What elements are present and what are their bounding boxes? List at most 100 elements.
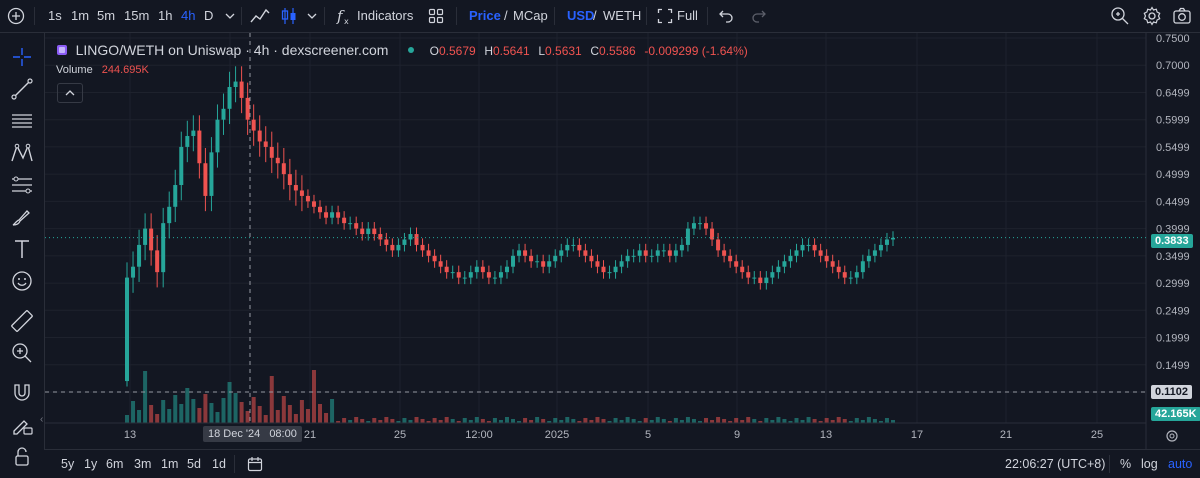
x-tick-label: 17 [911, 429, 923, 441]
log-toggle[interactable]: log [1141, 457, 1158, 471]
range-5d[interactable]: 5d [187, 457, 201, 471]
candle-body [354, 223, 359, 229]
timeframe-1s[interactable]: 1s [48, 8, 62, 23]
volume-bar [740, 420, 745, 423]
collapse-toolbar-icon[interactable]: ‹ [40, 414, 44, 425]
lock-icon[interactable] [8, 443, 36, 471]
range-1m[interactable]: 1m [161, 457, 179, 471]
emoji-icon[interactable] [8, 267, 36, 295]
toolbar-divider [234, 455, 235, 473]
x-tick-label: 9 [734, 429, 740, 441]
price-toggle[interactable]: Price [469, 8, 501, 23]
crosshair-icon[interactable] [8, 43, 36, 71]
fib-tool-icon[interactable] [8, 171, 36, 199]
range-6m[interactable]: 6m [106, 457, 124, 471]
timeframe-4h[interactable]: 4h [181, 8, 196, 23]
candle-body [263, 141, 268, 147]
auto-toggle[interactable]: auto [1168, 457, 1193, 471]
full-button[interactable]: Full [677, 8, 698, 23]
camera-icon[interactable] [1172, 6, 1192, 26]
candle-body [444, 266, 449, 273]
chevron-down-icon[interactable] [225, 12, 235, 20]
zoom-in-icon[interactable] [8, 339, 36, 367]
timeframe-15m[interactable]: 15m [124, 8, 150, 23]
volume-bar [336, 421, 341, 423]
horizontal-lines-icon[interactable] [8, 107, 36, 135]
volume-bar [541, 419, 546, 423]
timeframe-5m[interactable]: 5m [97, 8, 116, 23]
volume-bar [263, 415, 268, 423]
lock-drawing-icon[interactable] [8, 411, 36, 439]
candle-body [728, 255, 733, 262]
candle-body [878, 244, 883, 251]
candle-body [764, 277, 769, 284]
candle-body [655, 250, 660, 256]
chevron-down-icon[interactable] [307, 12, 317, 20]
candle-body [155, 250, 160, 273]
range-1y[interactable]: 1y [84, 457, 98, 471]
volume-bar [143, 371, 148, 423]
candle-body [625, 255, 630, 262]
volume-bar [788, 421, 793, 423]
volume-bar [462, 418, 467, 423]
undo-icon[interactable] [718, 8, 734, 24]
candle-body [583, 250, 588, 256]
timeframe-1h[interactable]: 1h [158, 8, 173, 23]
volume-bar [565, 417, 570, 423]
volume-bar [697, 421, 702, 423]
volume-bar [595, 417, 600, 423]
line-chart-icon[interactable] [250, 7, 270, 25]
volume-bar [535, 417, 540, 423]
chart-legend: LINGO/WETH on Uniswap · 4h · dexscreener… [56, 42, 748, 58]
mcap-toggle[interactable]: MCap [513, 8, 548, 23]
candle-body [408, 234, 413, 240]
trend-line-icon[interactable] [8, 75, 36, 103]
add-symbol-icon[interactable] [7, 7, 25, 25]
usd-toggle[interactable]: USD [567, 8, 595, 23]
volume-bar [227, 382, 232, 423]
volume-bar [511, 419, 516, 423]
text-tool-icon[interactable] [8, 235, 36, 263]
indicators-button[interactable]: Indicators [357, 8, 414, 23]
candle-body [191, 130, 196, 137]
collapse-legend-button[interactable] [57, 83, 83, 103]
volume-bar [716, 417, 721, 423]
zoom-search-icon[interactable] [1110, 6, 1130, 26]
volume-bar [848, 421, 853, 423]
candle-body [131, 266, 136, 278]
percent-toggle[interactable]: % [1120, 457, 1132, 471]
layout-grid-icon[interactable] [428, 8, 444, 24]
volume-bar [613, 418, 618, 423]
ruler-icon[interactable] [8, 307, 36, 335]
volume-bar [215, 412, 220, 423]
volume-bar [547, 421, 552, 423]
weth-toggle[interactable]: WETH [603, 8, 642, 23]
range-1d[interactable]: 1d [212, 457, 226, 471]
timeframe-d[interactable]: D [204, 8, 214, 23]
brush-icon[interactable] [8, 203, 36, 231]
calendar-icon[interactable] [247, 456, 263, 472]
x-tick-label: 12:00 [465, 429, 493, 441]
volume-bar [637, 421, 642, 423]
candle-body [637, 250, 642, 256]
clock-readout[interactable]: 22:06:27 (UTC+8) [1005, 457, 1106, 471]
volume-bar [704, 418, 709, 423]
magnet-icon[interactable] [8, 379, 36, 407]
crosshair-date-label: 18 Dec '24 08:00 [203, 426, 302, 442]
candle-body [547, 261, 552, 267]
axis-settings-icon[interactable] [1166, 430, 1178, 442]
timeframe-1m[interactable]: 1m [71, 8, 90, 23]
candlestick-icon[interactable] [280, 6, 298, 26]
range-5y[interactable]: 5y [61, 457, 75, 471]
range-3m[interactable]: 3m [134, 457, 152, 471]
volume-bar [504, 417, 509, 423]
candle-body [504, 266, 509, 273]
fullscreen-icon[interactable] [657, 8, 673, 24]
volume-bar [830, 420, 835, 423]
pattern-icon[interactable] [8, 139, 36, 167]
redo-icon[interactable] [751, 8, 767, 24]
volume-bar [577, 421, 582, 423]
gear-icon[interactable] [1142, 6, 1162, 26]
